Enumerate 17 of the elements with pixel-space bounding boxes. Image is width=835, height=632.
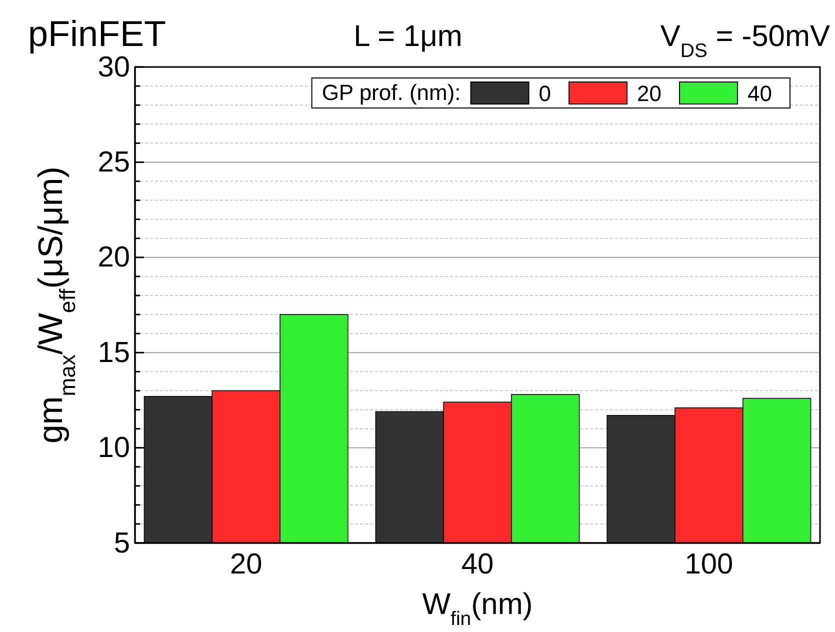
y-tick-label: 10 — [98, 432, 130, 464]
x-tick-label: 100 — [684, 548, 734, 581]
x-axis-title: W$_{fin}$(nm) — [422, 588, 533, 630]
text: V$_{DS}$ = -50mV — [660, 20, 830, 62]
y-tick-label: 25 — [98, 146, 130, 178]
x-tick-label: 40 — [461, 548, 494, 581]
y-tick-label: 5 — [114, 527, 130, 560]
legend-label: 0 — [538, 81, 552, 106]
y-tick-label: 20 — [98, 242, 130, 274]
y-tick-label: 30 — [98, 51, 130, 84]
legend-label: 40 — [748, 81, 772, 106]
chart-subtitle: L = 1μm — [354, 20, 462, 53]
legend-label: 20 — [637, 81, 662, 106]
chart-title: pFinFET — [28, 13, 166, 54]
legend-title: GP prof. (nm): — [322, 80, 461, 105]
y-tick-label: 15 — [98, 336, 130, 369]
x-tick-label: 20 — [230, 548, 262, 581]
